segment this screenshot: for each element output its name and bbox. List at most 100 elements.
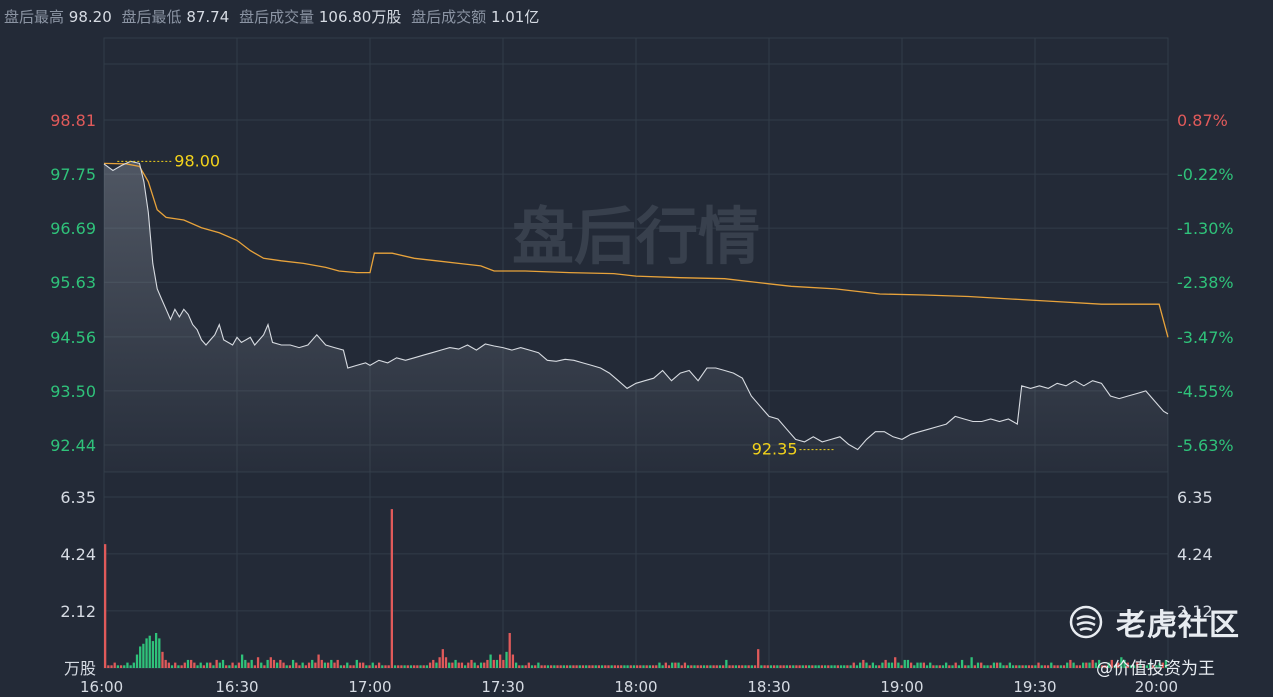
x-tick-label: 19:00 bbox=[880, 678, 923, 696]
volume-bar bbox=[240, 654, 244, 668]
volume-bar bbox=[543, 665, 546, 668]
volume-bar bbox=[935, 665, 938, 668]
volume-bar bbox=[209, 662, 212, 668]
volume-bar bbox=[957, 665, 961, 668]
volume-bar bbox=[514, 662, 518, 668]
volume-bar bbox=[616, 665, 620, 668]
volume-bar bbox=[887, 662, 890, 668]
volume-bar bbox=[448, 662, 451, 668]
volume-bar bbox=[798, 665, 801, 668]
volume-bar bbox=[664, 662, 667, 668]
volume-bar bbox=[1139, 665, 1142, 668]
x-tick-label: 18:30 bbox=[747, 678, 790, 696]
volume-bar bbox=[349, 665, 352, 668]
chart-watermark: 盘后行情 bbox=[512, 200, 760, 273]
amount-label: 盘后成交额 bbox=[411, 8, 487, 26]
volume-bar bbox=[562, 665, 566, 668]
volume-bar bbox=[1094, 662, 1098, 668]
volume-bar bbox=[231, 662, 234, 668]
volume-bar bbox=[846, 665, 849, 668]
volume-bar bbox=[639, 665, 642, 668]
volume-bar bbox=[527, 662, 530, 668]
volume-bar bbox=[1152, 665, 1155, 668]
volume-bar bbox=[941, 665, 945, 668]
volume-bar bbox=[804, 665, 808, 668]
volume-bar bbox=[135, 654, 139, 668]
volume-bar bbox=[225, 665, 228, 668]
volume-bar bbox=[129, 665, 132, 668]
volume-bar bbox=[572, 665, 575, 668]
volume-bar bbox=[983, 665, 986, 668]
volume-bar bbox=[352, 665, 355, 668]
volume-bar bbox=[581, 665, 585, 668]
volume-bar bbox=[499, 654, 502, 668]
volume-bar bbox=[228, 665, 231, 668]
volume-bar bbox=[1117, 662, 1120, 668]
volume-bar bbox=[422, 665, 425, 668]
volume-bar bbox=[588, 665, 591, 668]
volume-bar bbox=[492, 659, 495, 668]
price-lines bbox=[103, 160, 1169, 451]
volume-bar bbox=[820, 665, 824, 668]
brand-watermark: 老虎社区 bbox=[1068, 602, 1240, 643]
volume-bar bbox=[1145, 665, 1148, 668]
volume-bar bbox=[757, 649, 760, 668]
volume-bar bbox=[744, 665, 747, 668]
volume-bar bbox=[1043, 665, 1047, 668]
volume-bar bbox=[1078, 665, 1082, 668]
volume-bar bbox=[591, 665, 594, 668]
percent-tick-label: -1.30% bbox=[1177, 219, 1234, 238]
volume-bar bbox=[158, 638, 161, 668]
volume-bar bbox=[428, 662, 432, 668]
volume-bar bbox=[728, 665, 731, 668]
volume-bar bbox=[862, 659, 865, 668]
x-tick-label: 19:30 bbox=[1013, 678, 1056, 696]
volume-bar bbox=[161, 651, 164, 668]
volume-tick-label: 6.35 bbox=[60, 488, 96, 507]
volume-bar bbox=[1066, 662, 1069, 668]
low-label: 盘后最低 bbox=[121, 8, 182, 26]
volume-bar bbox=[980, 662, 983, 668]
volume-bar bbox=[642, 665, 645, 668]
volume-bar bbox=[215, 659, 218, 668]
volume-bar bbox=[645, 665, 648, 668]
volume-bar bbox=[244, 659, 247, 668]
volume-bar bbox=[1062, 665, 1066, 668]
percent-tick-label: -0.22% bbox=[1177, 165, 1234, 184]
volume-bar bbox=[1075, 665, 1078, 668]
price-tick-label: 92.44 bbox=[50, 436, 96, 455]
after-hours-summary: 盘后最高 98.20 盘后最低 87.74 盘后成交量 106.80万股 盘后成… bbox=[4, 6, 544, 28]
volume-bar bbox=[823, 665, 827, 668]
volume-bar bbox=[1005, 665, 1008, 668]
volume-bar bbox=[769, 665, 773, 668]
volume-bar bbox=[1126, 662, 1129, 668]
volume-bar bbox=[170, 665, 174, 668]
volume-bar bbox=[250, 659, 253, 668]
volume-bar bbox=[416, 665, 419, 668]
volume-bar bbox=[406, 665, 409, 668]
volume-bar bbox=[559, 665, 562, 668]
volume-bar bbox=[470, 659, 473, 668]
volume-bar bbox=[425, 665, 429, 668]
volume-bar bbox=[151, 641, 155, 668]
volume-bar bbox=[1056, 665, 1059, 668]
volume-bar bbox=[747, 665, 750, 668]
volume-bar bbox=[409, 665, 413, 668]
volume-bar bbox=[776, 665, 779, 668]
volume-bar bbox=[1081, 662, 1085, 668]
volume-bar bbox=[556, 665, 559, 668]
volume-bar bbox=[852, 662, 855, 668]
volume-value: 106.80万股 bbox=[318, 8, 402, 26]
volume-bar bbox=[495, 659, 499, 668]
volume-bar bbox=[865, 662, 868, 668]
low-annotation-label: 92.35 bbox=[752, 440, 798, 459]
volume-bar bbox=[1164, 659, 1168, 668]
volume-bar bbox=[186, 659, 190, 668]
volume-bar bbox=[336, 659, 339, 668]
volume-bar bbox=[553, 665, 556, 668]
volume-bar bbox=[578, 665, 581, 668]
volume-bar bbox=[371, 662, 374, 668]
volume-bar bbox=[1113, 665, 1117, 668]
volume-bar bbox=[346, 662, 349, 668]
volume-bar bbox=[177, 665, 180, 668]
